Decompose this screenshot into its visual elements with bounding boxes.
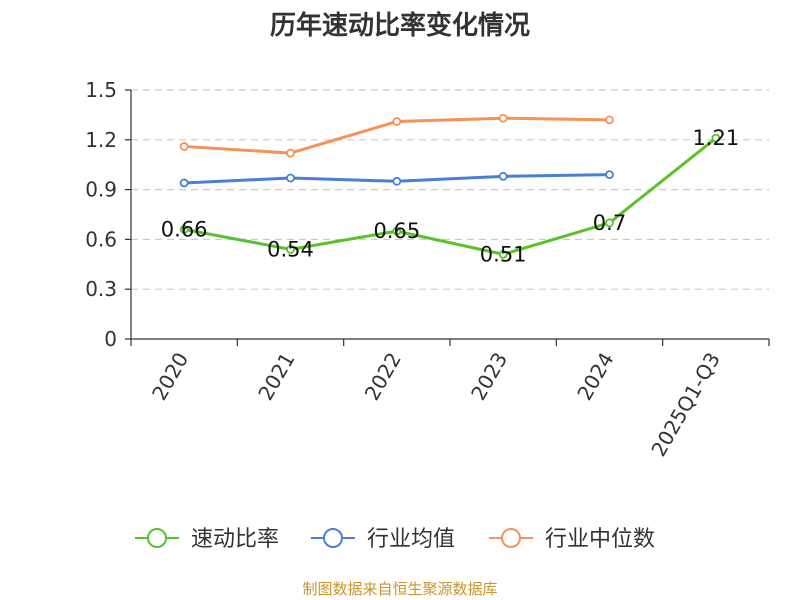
y-tick-label: 0.6	[85, 227, 117, 251]
legend[interactable]: 速动比率 行业均值 行业中位数	[135, 527, 655, 552]
data-point[interactable]	[498, 171, 508, 181]
y-tick-label: 1.2	[85, 128, 117, 152]
x-tick-label: 2022	[360, 348, 406, 404]
data-point[interactable]	[286, 173, 295, 183]
data-point[interactable]	[286, 244, 295, 254]
x-tick-label: 2020	[147, 348, 193, 404]
legend-item[interactable]: 行业中位数	[489, 527, 655, 552]
data-label: 0.66	[161, 217, 208, 241]
y-tick-label: 1.5	[85, 78, 117, 102]
data-point[interactable]	[392, 226, 402, 236]
legend-label: 行业均值	[367, 527, 455, 552]
data-point[interactable]	[605, 170, 614, 180]
source-note: 制图数据来自恒生聚源数据库	[302, 580, 497, 598]
data-point[interactable]	[179, 178, 189, 188]
chart-title: 历年速动比率变化情况	[270, 10, 530, 41]
data-label: 0.7	[593, 211, 626, 235]
x-tick-label: 2023	[466, 348, 512, 404]
data-label: 0.54	[267, 237, 314, 261]
data-label: 0.51	[480, 242, 527, 266]
data-labels: 0.66 0.54 0.65 0.51 0.7 1.21	[161, 126, 739, 266]
x-tick-label: 2025Q1-Q3	[646, 348, 725, 460]
series-line	[183, 136, 717, 256]
data-point[interactable]	[179, 225, 189, 234]
legend-item[interactable]: 行业均值	[311, 527, 455, 552]
series-lines	[179, 113, 721, 259]
y-tick-label: 0.3	[85, 277, 117, 301]
legend-label: 速动比率	[191, 527, 279, 552]
axes: 0 0.3 0.6 0.9 1.2 1.5 2020 2021 2022 2023 2024 2025…	[85, 78, 770, 461]
legend-marker	[501, 528, 521, 548]
legend-item[interactable]: 速动比率	[135, 527, 279, 552]
legend-marker	[323, 528, 343, 548]
data-point[interactable]	[498, 113, 508, 123]
y-tick-label: 0.9	[85, 178, 117, 202]
data-label: 1.21	[692, 126, 739, 150]
data-point[interactable]	[605, 218, 614, 228]
series-2	[179, 113, 614, 158]
data-point[interactable]	[392, 117, 402, 126]
data-point[interactable]	[605, 115, 614, 125]
data-point[interactable]	[286, 148, 295, 158]
legend-marker	[147, 528, 167, 548]
grid-lines	[131, 89, 769, 290]
series-1	[179, 170, 614, 188]
data-point[interactable]	[392, 176, 402, 186]
y-tick-label: 0	[104, 327, 117, 351]
data-point[interactable]	[711, 133, 721, 143]
legend-label: 行业中位数	[545, 527, 655, 552]
x-tick-label: 2021	[253, 348, 299, 404]
data-point[interactable]	[179, 142, 189, 151]
x-tick-label: 2024	[572, 348, 618, 404]
data-label: 0.65	[373, 219, 420, 243]
data-point[interactable]	[498, 249, 508, 259]
series-0	[179, 133, 721, 259]
